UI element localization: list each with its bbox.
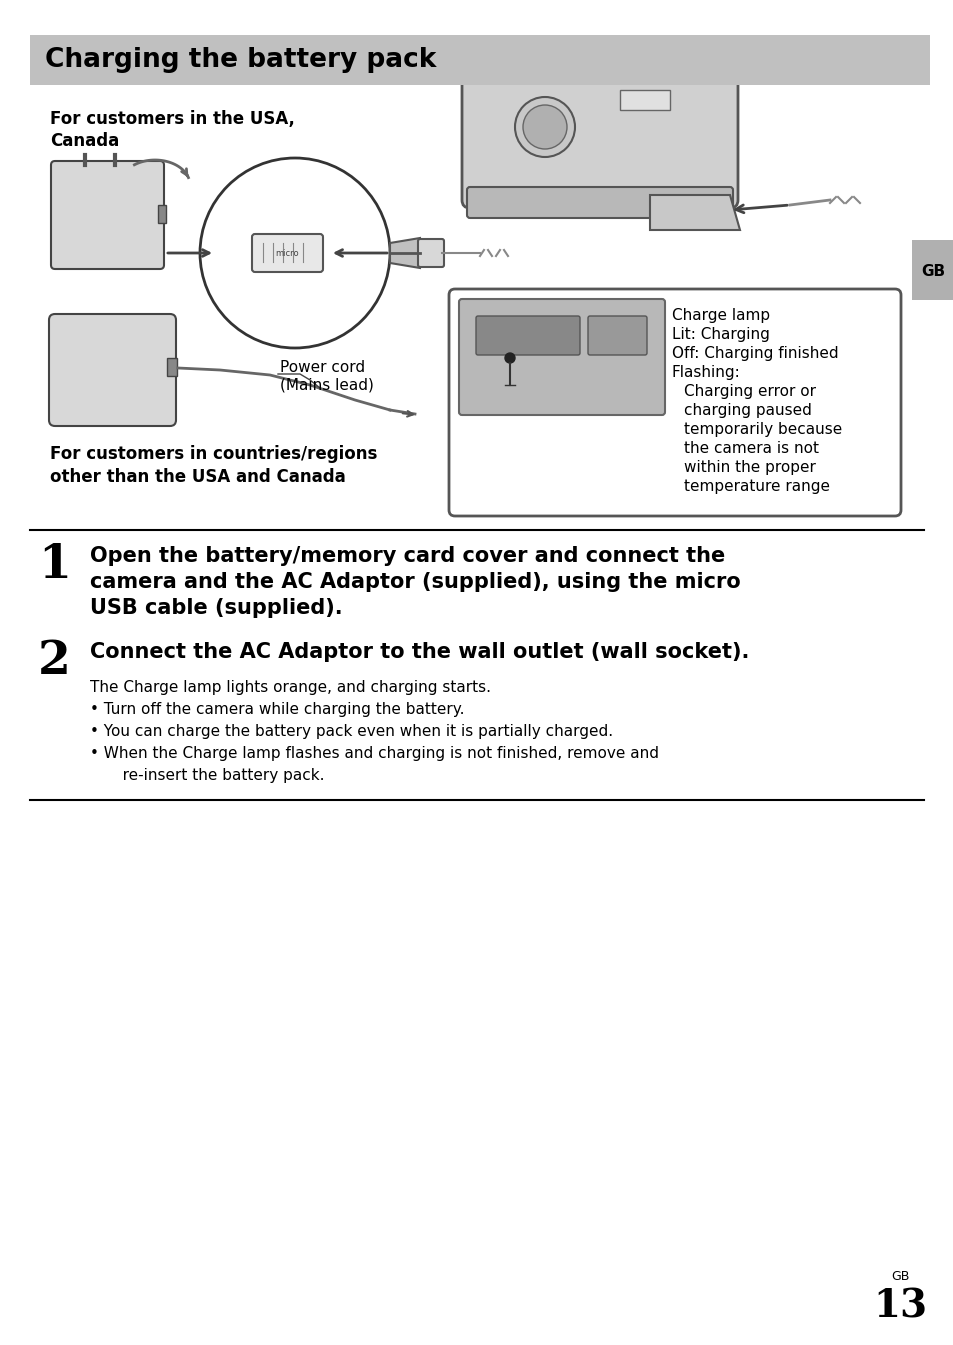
Text: For customers in the USA,: For customers in the USA,	[50, 110, 294, 128]
Text: • When the Charge lamp flashes and charging is not finished, remove and: • When the Charge lamp flashes and charg…	[90, 746, 659, 761]
Text: 2: 2	[38, 638, 71, 685]
Text: re-insert the battery pack.: re-insert the battery pack.	[108, 768, 324, 783]
Text: • Turn off the camera while charging the battery.: • Turn off the camera while charging the…	[90, 702, 464, 717]
FancyBboxPatch shape	[417, 239, 443, 268]
Bar	[167, 358, 177, 377]
Text: other than the USA and Canada: other than the USA and Canada	[50, 468, 345, 486]
Text: Flashing:: Flashing:	[671, 364, 740, 381]
FancyBboxPatch shape	[449, 289, 900, 516]
Text: Lit: Charging: Lit: Charging	[671, 327, 769, 342]
Text: Charge lamp: Charge lamp	[671, 308, 769, 323]
Bar	[619, 90, 669, 110]
Text: Off: Charging finished: Off: Charging finished	[671, 346, 838, 360]
Text: • You can charge the battery pack even when it is partially charged.: • You can charge the battery pack even w…	[90, 724, 613, 738]
Text: Connect the AC Adaptor to the wall outlet (wall socket).: Connect the AC Adaptor to the wall outle…	[90, 642, 749, 662]
Text: charging paused: charging paused	[683, 404, 811, 418]
Polygon shape	[390, 238, 419, 268]
Text: temporarily because: temporarily because	[683, 422, 841, 437]
FancyBboxPatch shape	[476, 316, 579, 355]
Text: For customers in countries/regions: For customers in countries/regions	[50, 445, 377, 463]
Text: GB: GB	[920, 265, 944, 280]
FancyBboxPatch shape	[51, 161, 164, 269]
FancyBboxPatch shape	[252, 234, 323, 272]
Circle shape	[504, 352, 515, 363]
FancyBboxPatch shape	[458, 299, 664, 416]
Text: Power cord: Power cord	[280, 360, 365, 375]
FancyBboxPatch shape	[461, 73, 738, 208]
Text: GB: GB	[890, 1270, 908, 1283]
FancyBboxPatch shape	[49, 313, 175, 426]
Polygon shape	[649, 195, 740, 230]
FancyBboxPatch shape	[467, 187, 732, 218]
Circle shape	[522, 105, 566, 149]
Bar	[911, 239, 953, 300]
Text: 1: 1	[38, 542, 71, 588]
Text: The Charge lamp lights orange, and charging starts.: The Charge lamp lights orange, and charg…	[90, 681, 491, 695]
Text: camera and the AC Adaptor (supplied), using the micro: camera and the AC Adaptor (supplied), us…	[90, 572, 740, 592]
Text: (Mains lead): (Mains lead)	[280, 378, 374, 393]
Text: Canada: Canada	[50, 132, 119, 151]
Circle shape	[515, 97, 575, 157]
Text: USB cable (supplied).: USB cable (supplied).	[90, 599, 342, 617]
Text: Open the battery/memory card cover and connect the: Open the battery/memory card cover and c…	[90, 546, 724, 566]
Bar	[30, 35, 929, 85]
Text: temperature range: temperature range	[683, 479, 829, 494]
FancyBboxPatch shape	[587, 316, 646, 355]
Text: 13: 13	[872, 1287, 926, 1325]
Text: Charging the battery pack: Charging the battery pack	[45, 47, 436, 73]
Text: the camera is not: the camera is not	[683, 441, 818, 456]
Text: micro: micro	[274, 249, 298, 257]
Text: within the proper: within the proper	[683, 460, 815, 475]
Text: Charging error or: Charging error or	[683, 385, 815, 399]
Bar	[158, 204, 166, 223]
